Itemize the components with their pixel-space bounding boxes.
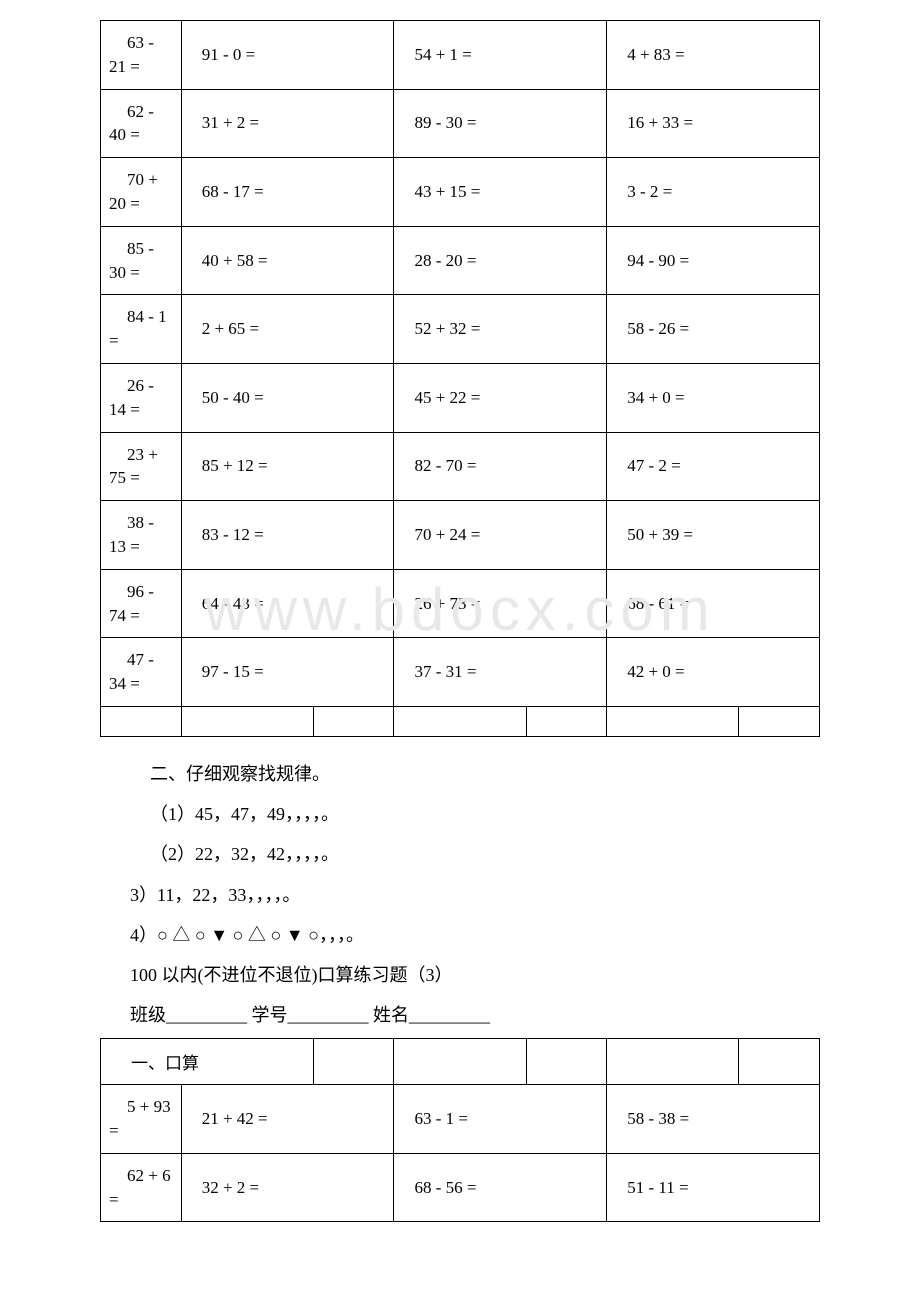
cell: 52 + 32 = — [394, 295, 607, 364]
table-row: 26 - 14 =50 - 40 =45 + 22 =34 + 0 = — [101, 363, 820, 432]
cell: 58 - 26 = — [607, 295, 820, 364]
cell — [607, 1039, 739, 1085]
cell — [313, 1039, 394, 1085]
cell: 26 + 73 = — [394, 569, 607, 638]
cell — [526, 706, 607, 736]
math-table-2: 一、口算5 + 93 =21 + 42 =63 - 1 =58 - 38 =62… — [100, 1038, 820, 1222]
cell: 40 + 58 = — [181, 226, 394, 295]
table-row: 38 - 13 =83 - 12 =70 + 24 =50 + 39 = — [101, 501, 820, 570]
section2-title: 二、仔细观察找规律。 — [100, 757, 820, 791]
cell: 21 + 42 = — [181, 1085, 394, 1154]
cell: 68 - 61 = — [607, 569, 820, 638]
cell: 96 - 74 = — [101, 569, 182, 638]
cell: 4 + 83 = — [607, 21, 820, 90]
cell: 94 - 90 = — [607, 226, 820, 295]
cell: 47 - 2 = — [607, 432, 820, 501]
pattern-item-1: （1）45，47，49，，，，。 — [100, 797, 820, 831]
cell: 3 - 2 = — [607, 158, 820, 227]
cell: 82 - 70 = — [394, 432, 607, 501]
pattern-item-3: 3）11，22，33，，，，。 — [100, 878, 820, 912]
cell: 91 - 0 = — [181, 21, 394, 90]
cell: 42 + 0 = — [607, 638, 820, 707]
cell: 85 - 30 = — [101, 226, 182, 295]
table-row: 47 - 34 =97 - 15 =37 - 31 =42 + 0 = — [101, 638, 820, 707]
pattern-item-2: （2）22，32，42，，，，。 — [100, 837, 820, 871]
cell: 54 + 1 = — [394, 21, 607, 90]
cell: 47 - 34 = — [101, 638, 182, 707]
cell: 38 - 13 = — [101, 501, 182, 570]
table-row: 23 + 75 =85 + 12 =82 - 70 =47 - 2 = — [101, 432, 820, 501]
table-row: 一、口算 — [101, 1039, 820, 1085]
cell: 63 - 21 = — [101, 21, 182, 90]
cell: 32 + 2 = — [181, 1153, 394, 1222]
cell — [181, 706, 313, 736]
cell: 51 - 11 = — [607, 1153, 820, 1222]
table-row — [101, 706, 820, 736]
cell: 5 + 93 = — [101, 1085, 182, 1154]
cell: 70 + 20 = — [101, 158, 182, 227]
cell: 43 + 15 = — [394, 158, 607, 227]
cell — [394, 1039, 526, 1085]
table-row: 84 - 1 =2 + 65 =52 + 32 =58 - 26 = — [101, 295, 820, 364]
table-row: 62 + 6 =32 + 2 =68 - 56 =51 - 11 = — [101, 1153, 820, 1222]
cell — [739, 706, 820, 736]
cell: 2 + 65 = — [181, 295, 394, 364]
cell: 70 + 24 = — [394, 501, 607, 570]
cell: 50 - 40 = — [181, 363, 394, 432]
cell: 89 - 30 = — [394, 89, 607, 158]
table2-header: 一、口算 — [101, 1039, 314, 1085]
cell: 83 - 12 = — [181, 501, 394, 570]
cell: 62 - 40 = — [101, 89, 182, 158]
cell: 31 + 2 = — [181, 89, 394, 158]
cell — [101, 706, 182, 736]
cell: 23 + 75 = — [101, 432, 182, 501]
cell: 26 - 14 = — [101, 363, 182, 432]
cell: 85 + 12 = — [181, 432, 394, 501]
cell: 16 + 33 = — [607, 89, 820, 158]
cell — [607, 706, 739, 736]
table-row: 96 - 74 =64 - 43 =26 + 73 =68 - 61 = — [101, 569, 820, 638]
table-row: 5 + 93 =21 + 42 =63 - 1 =58 - 38 = — [101, 1085, 820, 1154]
cell: 63 - 1 = — [394, 1085, 607, 1154]
cell: 50 + 39 = — [607, 501, 820, 570]
cell: 62 + 6 = — [101, 1153, 182, 1222]
cell: 58 - 38 = — [607, 1085, 820, 1154]
cell: 28 - 20 = — [394, 226, 607, 295]
table-row: 70 + 20 =68 - 17 =43 + 15 =3 - 2 = — [101, 158, 820, 227]
table-row: 63 - 21 =91 - 0 =54 + 1 =4 + 83 = — [101, 21, 820, 90]
cell: 37 - 31 = — [394, 638, 607, 707]
cell: 68 - 17 = — [181, 158, 394, 227]
cell: 45 + 22 = — [394, 363, 607, 432]
pattern-item-4: 4）○ △ ○ ▼ ○ △ ○ ▼ ○，，，。 — [100, 918, 820, 952]
cell: 84 - 1 = — [101, 295, 182, 364]
section3-title: 100 以内(不进位不退位)口算练习题（3） — [100, 958, 820, 992]
table-row: 62 - 40 =31 + 2 =89 - 30 =16 + 33 = — [101, 89, 820, 158]
cell — [739, 1039, 820, 1085]
table-row: 85 - 30 =40 + 58 =28 - 20 =94 - 90 = — [101, 226, 820, 295]
cell — [526, 1039, 607, 1085]
cell: 97 - 15 = — [181, 638, 394, 707]
section3-subtitle: 班级_________ 学号_________ 姓名_________ — [100, 998, 820, 1032]
cell: 34 + 0 = — [607, 363, 820, 432]
cell: 68 - 56 = — [394, 1153, 607, 1222]
cell: 64 - 43 = — [181, 569, 394, 638]
cell — [394, 706, 526, 736]
math-table-1: 63 - 21 =91 - 0 =54 + 1 =4 + 83 =62 - 40… — [100, 20, 820, 737]
cell — [313, 706, 394, 736]
